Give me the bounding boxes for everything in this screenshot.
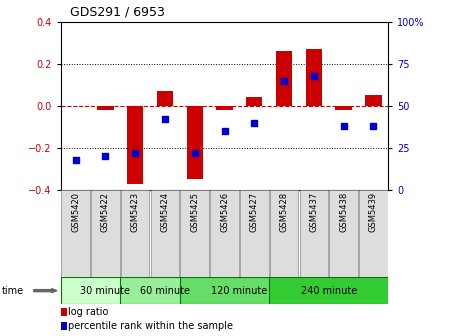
Bar [216, 106, 233, 110]
Bar [127, 106, 143, 183]
Bar [157, 91, 173, 106]
Bar [61, 277, 150, 304]
Bar [240, 190, 269, 277]
Bar [246, 97, 263, 106]
Text: 60 minute: 60 minute [140, 286, 190, 296]
Text: 240 minute: 240 minute [301, 286, 357, 296]
Point [370, 123, 377, 129]
Point [191, 150, 198, 156]
Bar [276, 51, 292, 106]
Bar [269, 277, 388, 304]
Point [281, 78, 288, 83]
Point [132, 150, 139, 156]
Text: GSM5438: GSM5438 [339, 192, 348, 232]
Text: GSM5420: GSM5420 [71, 192, 80, 232]
Bar [61, 190, 90, 277]
Bar [121, 190, 150, 277]
Text: GSM5439: GSM5439 [369, 192, 378, 232]
Bar [299, 190, 328, 277]
Bar [359, 190, 388, 277]
Text: GSM5424: GSM5424 [160, 192, 169, 232]
Point [161, 117, 168, 122]
Bar [180, 277, 299, 304]
Point [251, 120, 258, 125]
Point [310, 73, 317, 78]
Bar [270, 190, 299, 277]
Bar [186, 106, 203, 179]
Bar [365, 95, 382, 106]
Point [221, 128, 228, 134]
Text: GSM5425: GSM5425 [190, 192, 199, 232]
Text: GSM5423: GSM5423 [131, 192, 140, 232]
Text: 30 minute: 30 minute [80, 286, 130, 296]
Bar [97, 106, 114, 110]
Text: log ratio: log ratio [67, 307, 108, 317]
Bar [306, 49, 322, 106]
Bar [335, 106, 352, 110]
Text: GSM5426: GSM5426 [220, 192, 229, 232]
Text: GSM5427: GSM5427 [250, 192, 259, 232]
Bar [91, 190, 119, 277]
Bar [210, 190, 239, 277]
Text: GSM5437: GSM5437 [309, 192, 318, 232]
Text: GSM5428: GSM5428 [280, 192, 289, 232]
Text: 120 minute: 120 minute [211, 286, 268, 296]
Text: GDS291 / 6953: GDS291 / 6953 [70, 5, 164, 18]
Text: percentile rank within the sample: percentile rank within the sample [67, 321, 233, 331]
Text: time: time [2, 286, 24, 296]
Text: GSM5422: GSM5422 [101, 192, 110, 232]
Bar [120, 277, 210, 304]
Point [340, 123, 347, 129]
Point [72, 157, 79, 162]
Point [102, 154, 109, 159]
Bar [330, 190, 358, 277]
Bar [150, 190, 179, 277]
Bar [180, 190, 209, 277]
